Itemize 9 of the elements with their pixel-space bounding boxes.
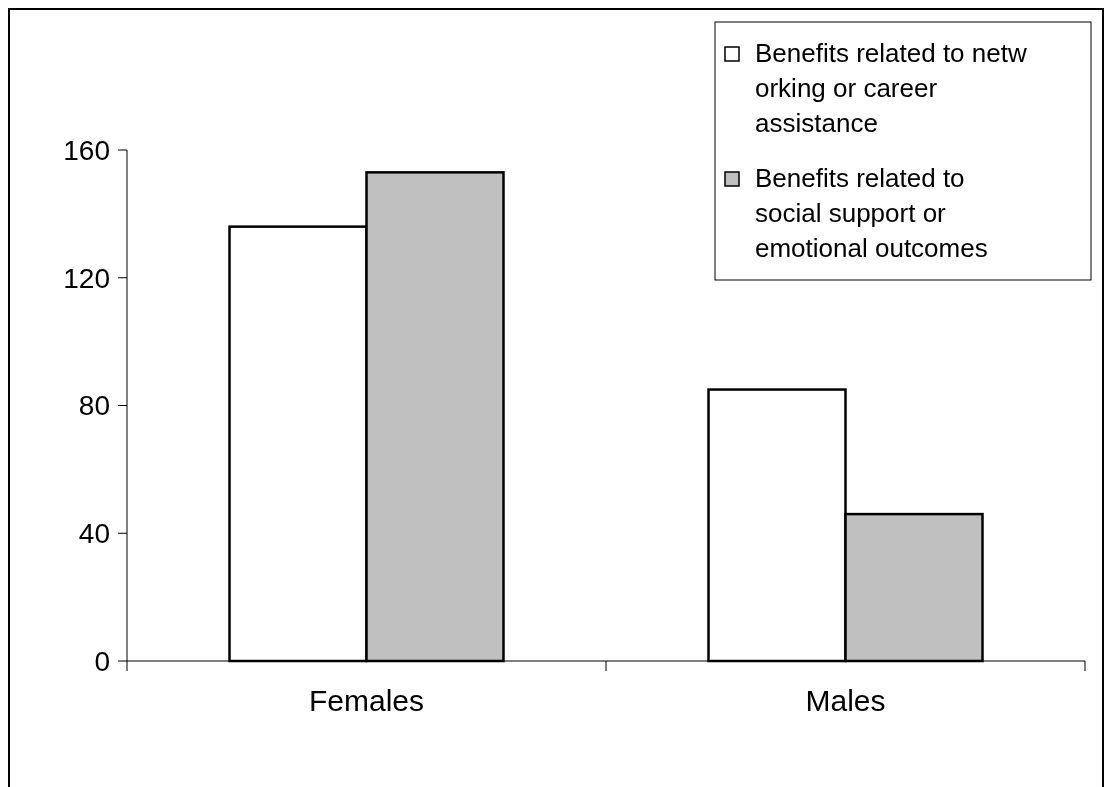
y-tick-label: 40 — [78, 518, 110, 550]
y-tick-label: 160 — [63, 134, 110, 166]
x-tick-label: Males — [805, 684, 886, 717]
y-tick-label: 80 — [78, 390, 110, 422]
y-tick-label: 120 — [63, 262, 110, 294]
legend-label: Benefits related to social support or emotional outcomes — [755, 163, 988, 263]
legend-label: Benefits related to netw orking or career assistance — [755, 38, 1027, 138]
x-tick-label: Females — [308, 684, 425, 717]
y-tick-label: 0 — [94, 645, 110, 677]
